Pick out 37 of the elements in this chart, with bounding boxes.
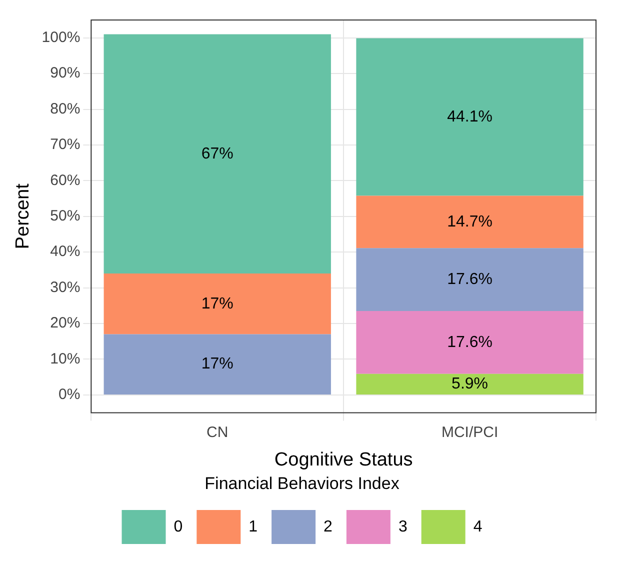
bar xyxy=(356,248,584,312)
data-label: 14.7% xyxy=(447,213,492,230)
y-tick-label: 60% xyxy=(50,172,80,189)
x-axis-title: Cognitive Status xyxy=(274,449,413,470)
data-label: 17% xyxy=(201,295,234,312)
y-tick-label: 30% xyxy=(50,278,80,296)
x-tick-label: MCI/PCI xyxy=(441,424,498,441)
legend-label: 0 xyxy=(174,518,183,536)
bar xyxy=(104,34,331,274)
y-tick-label: 20% xyxy=(50,314,80,332)
x-tick-label: CN xyxy=(206,424,228,441)
bar xyxy=(356,374,584,394)
y-tick-label: 100% xyxy=(42,28,80,46)
legend-label: 4 xyxy=(473,518,482,536)
legend-label: 3 xyxy=(398,518,408,536)
bar xyxy=(104,274,331,334)
y-tick-label: 0% xyxy=(58,386,80,404)
legend-label: 1 xyxy=(248,518,258,536)
legend-label: 2 xyxy=(324,518,333,536)
bar xyxy=(356,38,584,196)
bar xyxy=(356,311,584,374)
data-label: 5.9% xyxy=(452,376,488,393)
y-tick-label: 70% xyxy=(50,136,80,154)
y-tick-label: 90% xyxy=(50,64,80,82)
y-axis-title: Percent xyxy=(12,182,34,250)
data-label: 44.1% xyxy=(447,108,492,126)
y-tick-label: 40% xyxy=(50,243,80,260)
data-label: 17.6% xyxy=(447,334,492,351)
data-label: 17% xyxy=(201,356,234,373)
legend-title: Financial Behaviors Index xyxy=(204,474,400,493)
y-tick-label: 10% xyxy=(50,350,80,368)
bar xyxy=(356,196,584,248)
y-tick-label: 50% xyxy=(50,208,80,225)
data-label: 17.6% xyxy=(447,271,492,288)
bar xyxy=(104,334,331,394)
y-tick-label: 80% xyxy=(50,100,80,118)
data-label: 67% xyxy=(201,145,234,162)
